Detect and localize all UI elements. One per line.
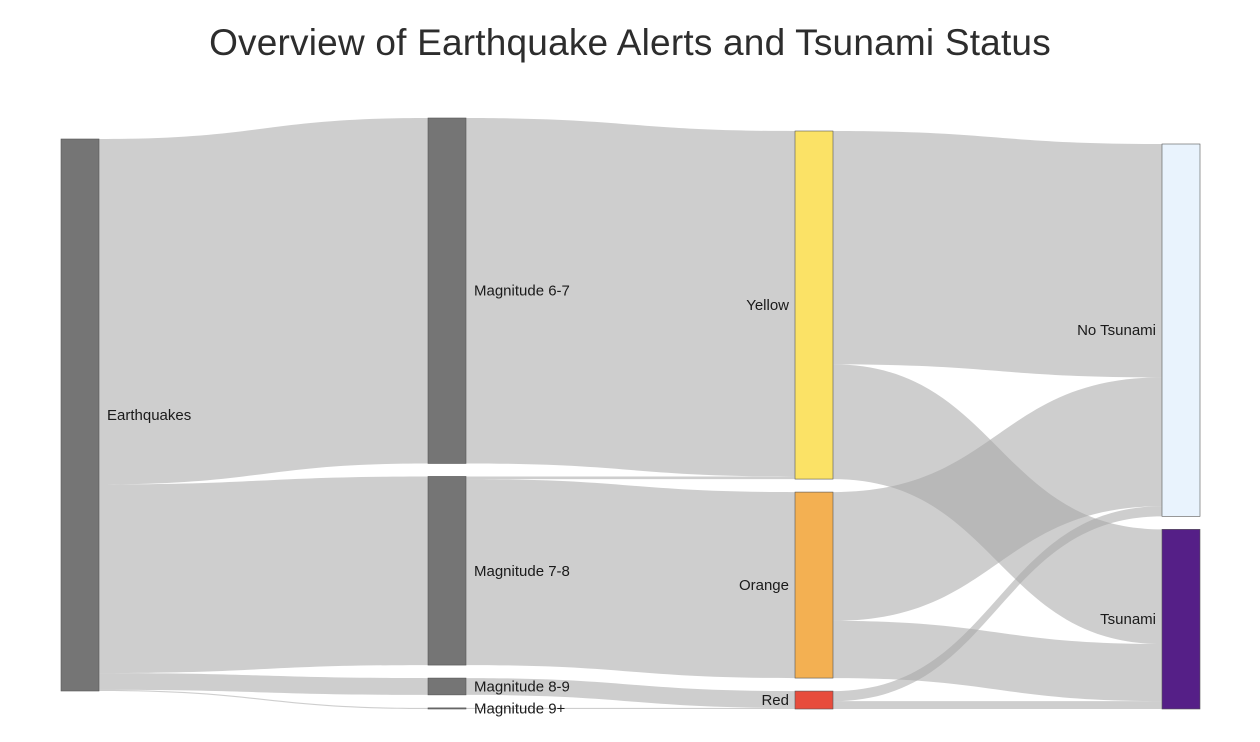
link-m78-yellow	[466, 476, 795, 480]
link-m67-yellow	[466, 118, 795, 477]
link-yellow-notsu	[833, 131, 1162, 378]
node-label-m78: Magnitude 7-8	[474, 563, 570, 580]
chart-title: Overview of Earthquake Alerts and Tsunam…	[209, 22, 1051, 63]
node-label-eq: Earthquakes	[107, 407, 191, 424]
node-label-yellow: Yellow	[746, 297, 789, 314]
node-label-red: Red	[761, 692, 789, 709]
node-tsu	[1161, 529, 1201, 710]
link-red-tsu	[833, 701, 1162, 709]
node-label-orange: Orange	[739, 577, 789, 594]
link-m78-orange	[466, 479, 795, 679]
link-eq-m78	[99, 476, 428, 674]
link-orange-notsu	[833, 377, 1162, 621]
node-eq	[60, 138, 100, 692]
node-m67	[427, 117, 467, 464]
node-label-m67: Magnitude 6-7	[474, 283, 570, 300]
link-eq-m67	[99, 118, 428, 485]
link-eq-m89	[99, 673, 428, 695]
link-m89-red	[466, 678, 795, 708]
node-label-m89: Magnitude 8-9	[474, 678, 570, 695]
node-orange	[794, 491, 834, 679]
node-m9	[427, 707, 467, 710]
node-label-tsu: Tsunami	[1100, 611, 1156, 628]
link-eq-m9	[99, 689, 428, 709]
node-notsu	[1161, 143, 1201, 517]
node-label-notsu: No Tsunami	[1077, 322, 1156, 339]
link-red-notsu	[833, 506, 1162, 702]
node-m89	[427, 677, 467, 696]
link-orange-tsu	[833, 620, 1162, 702]
node-m78	[427, 476, 467, 666]
link-m9-red	[466, 707, 795, 709]
node-yellow	[794, 130, 834, 480]
sankey-links	[99, 118, 1162, 709]
sankey-labels: Earthquakes Magnitude 6-7 Magnitude 7-8 Mag…	[107, 283, 1156, 718]
node-label-m9: Magnitude 9+	[474, 700, 566, 717]
sankey-nodes	[60, 117, 1201, 710]
node-red	[794, 690, 834, 710]
